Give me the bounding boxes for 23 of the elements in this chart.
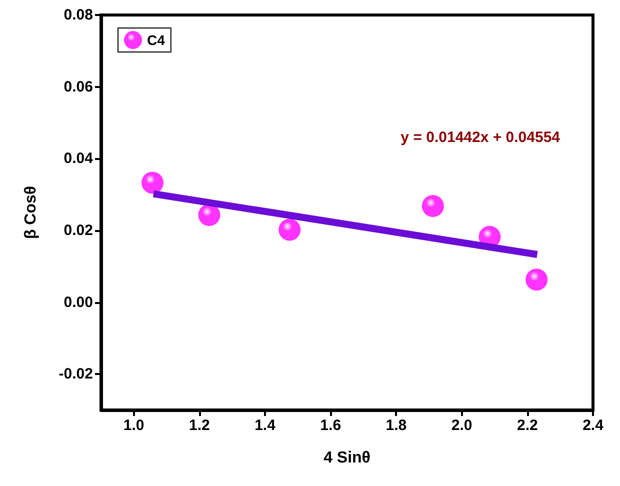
x-tick-label: 1.6 (320, 417, 342, 434)
y-axis-title: β Cosθ (22, 186, 40, 240)
y-tick-label: 0.06 (64, 78, 93, 96)
x-tick-label: 2.0 (451, 417, 472, 434)
y-tick-label: 0.02 (64, 222, 93, 239)
point (526, 268, 548, 291)
x-tick-label: 1.0 (123, 417, 144, 434)
y-tick-label: 0.00 (64, 294, 93, 311)
point (198, 204, 220, 226)
x-tick-label: 1.8 (386, 417, 407, 434)
y-tick-label: 0.04 (64, 150, 94, 168)
y-tick-label: 0.08 (64, 6, 93, 24)
point (142, 172, 164, 194)
x-tick-label: 2.4 (582, 417, 604, 434)
x-tick-label: 1.2 (188, 417, 210, 434)
annotation: y = 0.01442x + 0.04554 (400, 129, 561, 146)
point (422, 195, 444, 218)
point (278, 218, 301, 241)
x-tick-label: 1.4 (254, 417, 276, 434)
x-tick-label: 2.2 (516, 417, 538, 434)
legend-label: C4 (147, 32, 166, 48)
x-axis-title: 4 Sinθ (324, 450, 370, 466)
y-tick-label: -0.02 (58, 366, 93, 383)
